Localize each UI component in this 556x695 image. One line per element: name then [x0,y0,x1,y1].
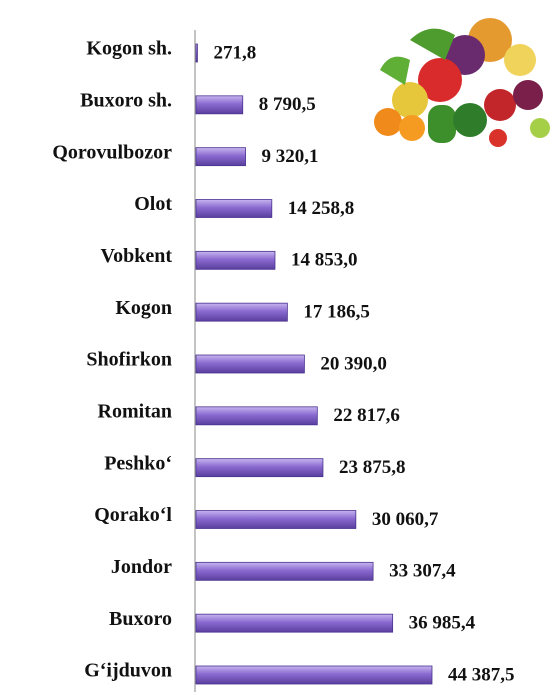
bar [196,562,373,580]
category-label: Vobkent [100,245,172,267]
bar [196,44,197,62]
bar [196,614,393,632]
bar [196,200,272,218]
bar [196,303,287,321]
bar [196,459,323,477]
value-label: 33 307,4 [389,561,456,582]
value-label: 23 875,8 [339,457,406,478]
value-label: 22 817,6 [333,405,400,426]
vegetables-picture [373,18,556,147]
category-label: Qorovulbozor [52,141,172,163]
value-label: 20 390,0 [320,353,387,374]
bar [196,96,243,114]
value-label: 44 387,5 [448,664,515,685]
chart: Kogon sh. 271,8 Buxoro sh. 8 790,5 Qorovulbo… [0,0,556,695]
category-label: Kogon sh. [86,38,172,60]
category-label: Olot [134,193,172,215]
bar [196,251,275,269]
value-label: 36 985,4 [409,613,476,634]
value-label: 17 186,5 [303,302,370,323]
category-label: Qorako‘l [94,504,172,526]
value-label: 9 320,1 [262,146,319,167]
value-label: 271,8 [213,42,256,63]
value-label: 30 060,7 [372,509,439,530]
value-label: 14 258,8 [288,198,355,219]
bar [196,355,304,373]
category-label: Buxoro sh. [80,89,172,111]
bar [196,148,246,166]
value-label: 14 853,0 [291,250,358,271]
bar [196,511,356,529]
value-label: 8 790,5 [259,94,316,115]
category-label: Kogon [115,297,172,319]
category-label: Jondor [111,556,172,578]
category-label: G‘ijduvon [84,660,172,682]
bar [196,666,432,684]
category-label: Shofirkon [86,349,172,371]
category-label: Buxoro [109,608,172,630]
bar [196,407,317,425]
category-label: Peshko‘ [104,452,172,474]
category-label: Romitan [98,400,172,422]
